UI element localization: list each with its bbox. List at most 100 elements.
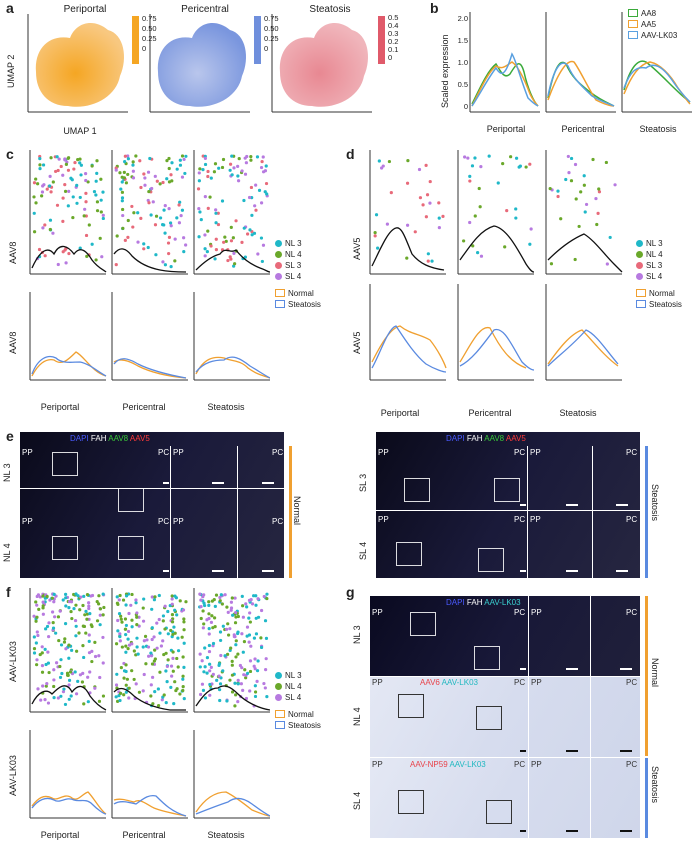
scatter-point (197, 171, 201, 175)
scatter-point (234, 655, 238, 659)
panel-a-label: a (6, 0, 14, 16)
g-row-sl4: SL 4 (352, 791, 362, 810)
scatter-point (247, 640, 251, 644)
scatter-point (135, 615, 139, 619)
scatter-point (161, 222, 165, 227)
scatter-point (124, 603, 128, 607)
scatter-point (75, 201, 79, 205)
e-row-nl4: NL 4 (2, 543, 12, 562)
scatter-point (75, 649, 79, 653)
scatter-point (114, 683, 119, 687)
scatter-point (130, 625, 134, 629)
scatter-point (163, 263, 167, 267)
panel-a-title-1: Periportal (63, 4, 107, 15)
scatter-point (154, 253, 158, 257)
scatter-point (55, 155, 59, 159)
scatter-point (50, 596, 54, 600)
scatter-point (211, 641, 216, 646)
scatter-point (559, 217, 563, 221)
scatter-point (218, 630, 223, 634)
scatter-point (87, 604, 91, 608)
panel-a-xlabel: UMAP 1 (63, 126, 97, 136)
scatter-point (126, 157, 130, 161)
scatter-point (49, 156, 53, 160)
scatter-point (583, 210, 587, 214)
scatter-point (98, 623, 102, 627)
scatter-point (67, 643, 71, 647)
scatter-point (219, 638, 223, 643)
scatter-point (127, 696, 131, 700)
scatter-point (180, 154, 185, 158)
scatter-point (405, 181, 410, 185)
scatter-point (152, 598, 157, 602)
scatter-point (43, 647, 47, 651)
scatter-point (84, 172, 88, 176)
e-right-pp4: PP (530, 515, 541, 524)
scatter-point (173, 680, 177, 684)
scatter-point (63, 621, 68, 626)
panel-a-ylabel: UMAP 2 (6, 54, 16, 88)
panel-a-umaps (27, 14, 385, 113)
scatter-point (203, 665, 207, 669)
scatter-point (74, 603, 78, 607)
scatter-point (172, 625, 176, 629)
scatter-point (74, 692, 79, 696)
scatter-point (242, 198, 246, 203)
scatter-point (139, 216, 143, 220)
scatter-point (163, 604, 167, 608)
scatter-point (166, 241, 171, 245)
scatter-point (245, 154, 249, 159)
scatter-point (61, 196, 65, 200)
scatter-point (595, 222, 599, 227)
scatter-point (418, 196, 423, 200)
scatter-point (430, 259, 434, 263)
scatter-point (118, 635, 122, 639)
scatter-point (248, 669, 253, 674)
scatter-point (264, 636, 269, 640)
e-row-nl3: NL 3 (2, 463, 12, 482)
scatter-point (182, 250, 186, 254)
scatter-point (262, 594, 266, 599)
scatter-point (81, 671, 85, 675)
scatter-point (73, 618, 78, 623)
scatter-point (253, 667, 257, 671)
scatter-point (233, 621, 238, 625)
scatter-point (79, 173, 83, 177)
scatter-point (249, 185, 254, 190)
scatter-point (197, 235, 201, 239)
scatter-point (60, 671, 64, 676)
g-pc6: PC (626, 760, 638, 769)
scatter-point (143, 176, 147, 180)
scatter-point (97, 594, 101, 598)
scatter-point (253, 204, 257, 208)
scatter-point (132, 211, 136, 215)
scatter-point (243, 668, 247, 672)
scatter-point (198, 665, 202, 669)
panel-b-xlabel-3: Steatosis (639, 124, 677, 134)
scatter-point (245, 625, 250, 629)
scatter-point (37, 247, 42, 252)
scatter-point (428, 179, 432, 184)
scatter-point (143, 183, 147, 187)
scatter-point (121, 213, 125, 218)
e-left-pc1: PC (158, 448, 170, 457)
scatter-point (34, 201, 38, 205)
scatter-point (131, 160, 135, 164)
scatter-point (124, 683, 128, 687)
scatter-point (240, 594, 244, 598)
scatter-point (58, 609, 62, 613)
scatter-point (81, 624, 85, 628)
scatter-point (85, 617, 89, 621)
scatter-point (85, 254, 89, 258)
scatter-point (47, 621, 51, 625)
scatter-point (206, 174, 210, 179)
scatter-point (207, 600, 211, 604)
scatter-point (203, 233, 207, 237)
panel-d-xlabel-2: Pericentral (468, 408, 512, 418)
panel-a-title-3: Steatosis (309, 4, 351, 15)
scatter-point (73, 160, 77, 165)
scatter-point (67, 600, 72, 604)
scatter-point (70, 648, 74, 652)
scatter-point (246, 232, 250, 236)
scatter-point (218, 698, 222, 703)
